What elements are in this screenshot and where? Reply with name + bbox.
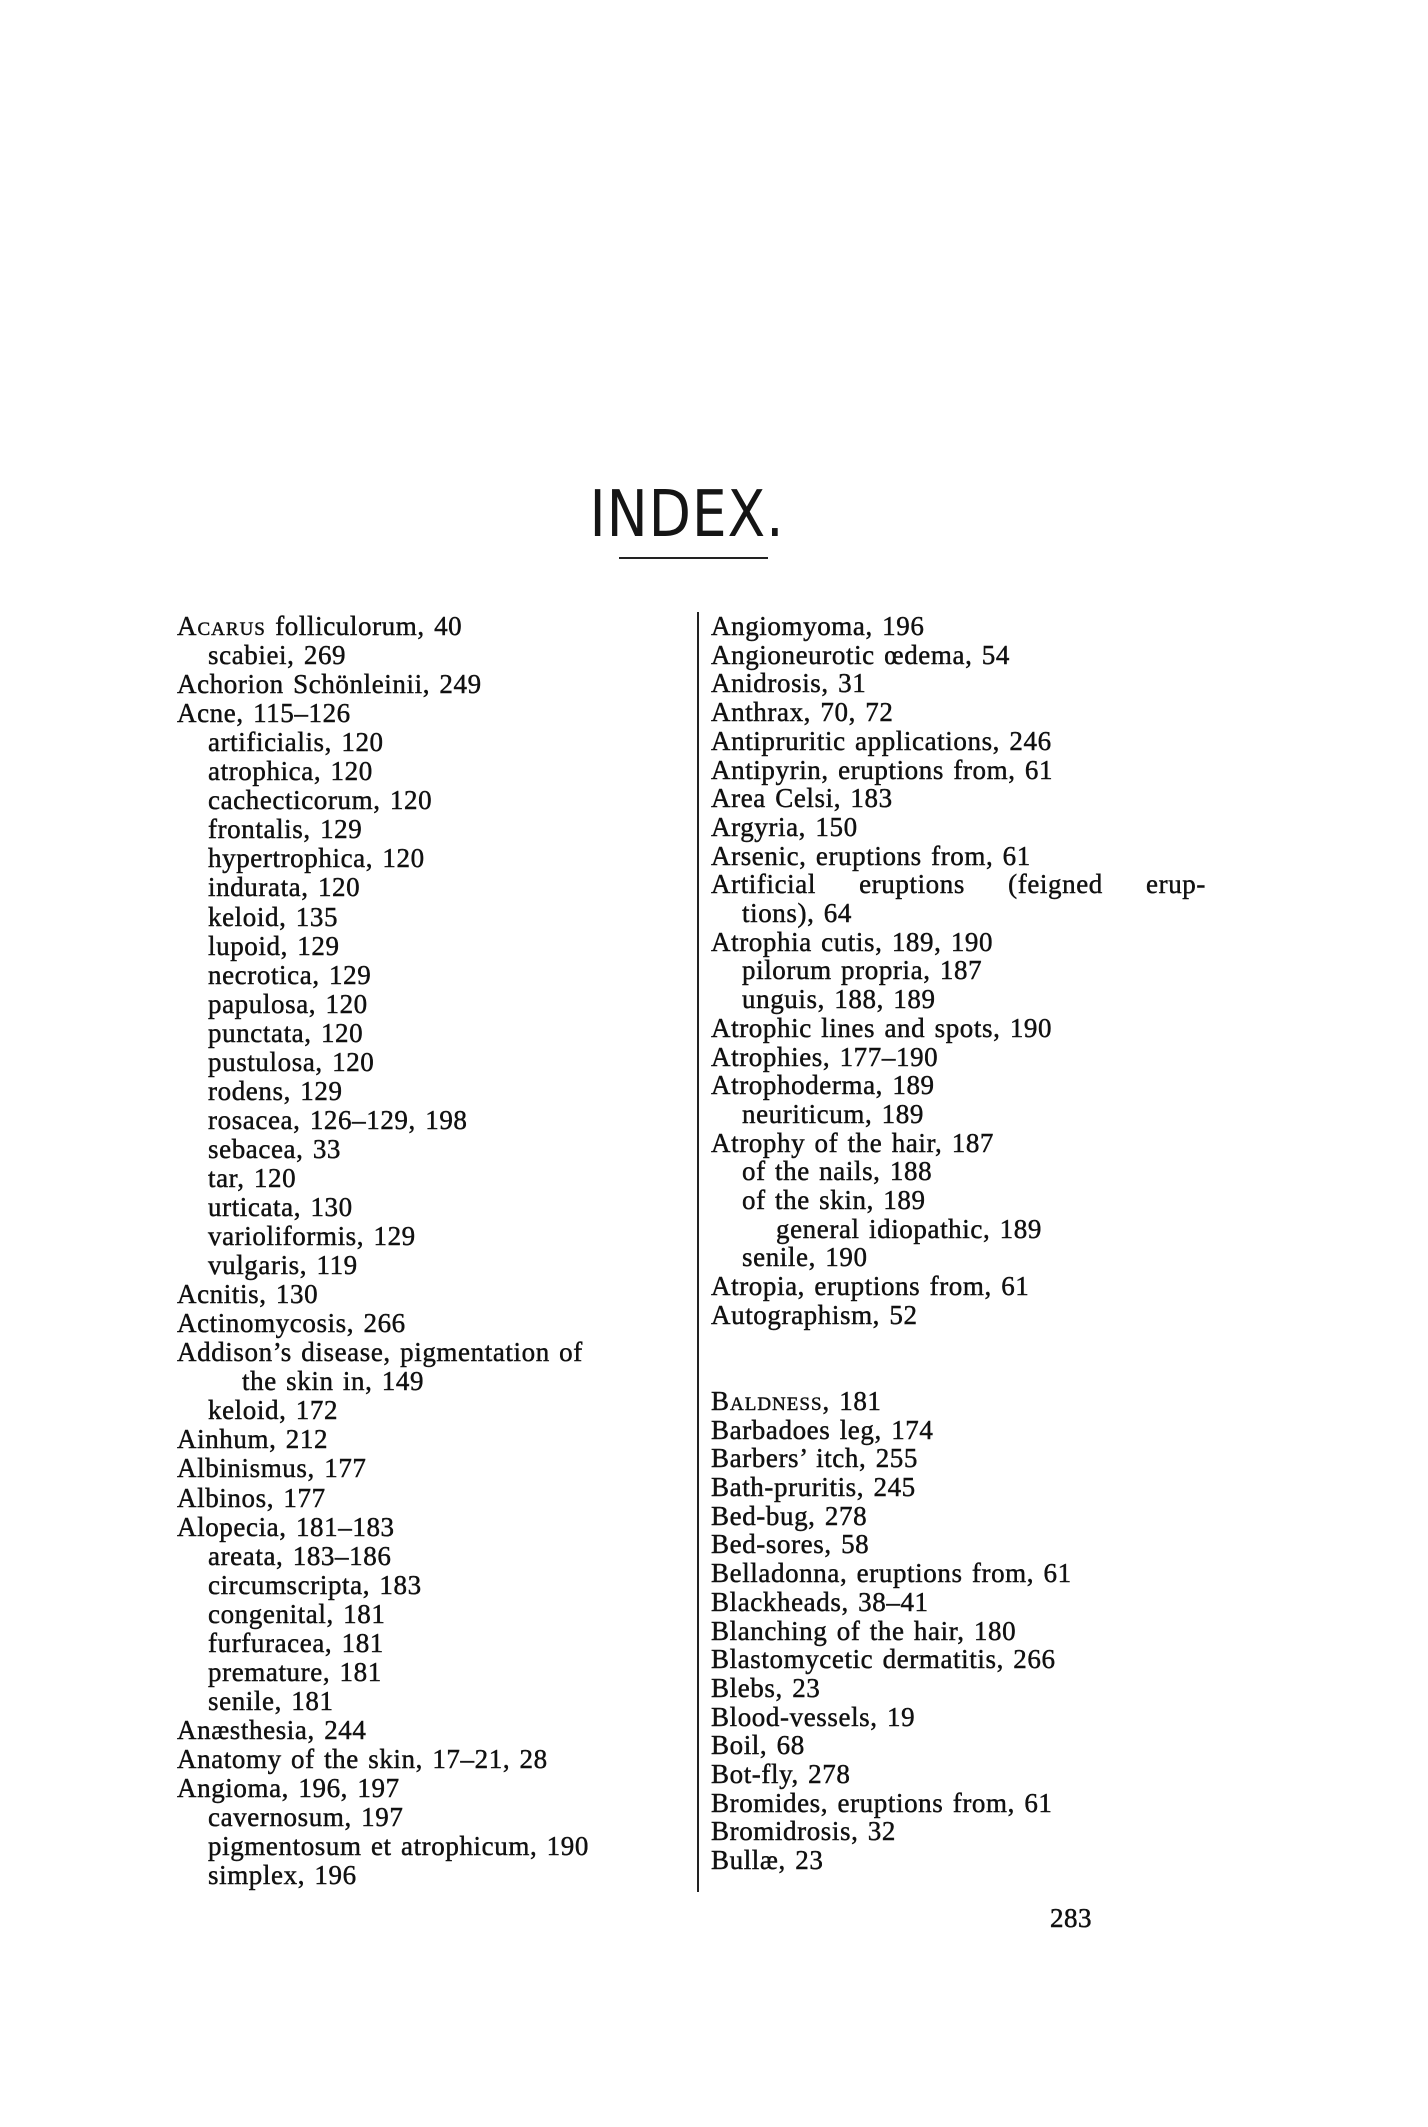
index-subentry: of the skin, 189: [742, 1185, 926, 1215]
index-entry: Bullæ, 23: [711, 1845, 824, 1876]
index-entry: Artificial eruptions (feigned erup-: [711, 869, 1206, 900]
index-entry: Autographism, 52: [711, 1299, 918, 1330]
index-entry: Bath-pruritis, 245: [711, 1472, 916, 1502]
page-number: 283: [1050, 1903, 1092, 1934]
index-entry: Angioma, 196, 197: [177, 1773, 400, 1803]
index-entry: Acarus folliculorum, 40: [177, 611, 463, 641]
index-entry: Atrophic lines and spots, 190: [711, 1012, 1053, 1043]
index-subentry: congenital, 181: [208, 1598, 386, 1629]
index-entry: Actinomycosis, 266: [177, 1308, 406, 1339]
index-entry: Area Celsi, 183: [711, 783, 893, 814]
index-entry: Blanching of the hair, 180: [711, 1615, 1017, 1646]
index-subentry: cachecticorum, 120: [208, 785, 433, 816]
index-subentry: furfuracea, 181: [208, 1627, 384, 1658]
index-entry: Arsenic, eruptions from, 61: [711, 840, 1031, 871]
index-entry: Ainhum, 212: [177, 1424, 329, 1455]
index-subentry: senile, 181: [208, 1685, 334, 1716]
index-entry: Atrophoderma, 189: [711, 1070, 935, 1101]
index-subentry: pigmentosum et atrophicum, 190: [208, 1831, 589, 1862]
index-subentry: necrotica, 129: [208, 959, 372, 990]
index-entry: Bromidrosis, 32: [711, 1816, 897, 1847]
index-entry: Bed-sores, 58: [711, 1529, 870, 1560]
index-subentry: frontalis, 129: [208, 814, 363, 845]
index-subentry: papulosa, 120: [208, 988, 368, 1019]
index-entry: Antipruritic applications, 246: [711, 725, 1052, 756]
index-entry: Barbadoes leg, 174: [711, 1414, 934, 1445]
index-subentry: unguis, 188, 189: [742, 984, 936, 1015]
index-subentry: neuriticum, 189: [742, 1098, 924, 1129]
index-entry: Blebs, 23: [711, 1672, 821, 1703]
index-subentry: areata, 183–186: [208, 1540, 392, 1571]
index-subentry: rodens, 129: [208, 1075, 343, 1106]
index-entry: Bed-bug, 278: [711, 1500, 868, 1531]
index-entry: Atropia, eruptions from, 61: [711, 1271, 1030, 1302]
index-subentry: urticata, 130: [208, 1192, 353, 1222]
index-entry: Argyria, 150: [711, 811, 858, 842]
index-subentry: lupoid, 129: [208, 930, 340, 961]
title-rule: [619, 557, 768, 559]
index-entry: Blackheads, 38–41: [711, 1586, 929, 1617]
index-entry: Boil, 68: [711, 1730, 805, 1761]
index-subentry: pustulosa, 120: [208, 1046, 375, 1077]
index-subentry: simplex, 196: [208, 1860, 357, 1891]
index-entry: Anthrax, 70, 72: [711, 697, 894, 728]
index-subentry: indurata, 120: [208, 872, 361, 903]
index-entry: Baldness, 181: [711, 1385, 882, 1416]
index-entry: Bot-fly, 278: [711, 1759, 851, 1789]
index-subentry: punctata, 120: [208, 1017, 364, 1048]
index-subentry: tions), 64: [742, 898, 853, 928]
index-subentry: artificialis, 120: [208, 727, 384, 758]
index-subentry: sebacea, 33: [208, 1133, 342, 1164]
index-entry: Barbers’ itch, 255: [711, 1443, 918, 1474]
index-entry: Blood-vessels, 19: [711, 1701, 916, 1732]
index-entry: Bromides, eruptions from, 61: [711, 1787, 1053, 1818]
index-subentry: general idiopathic, 189: [776, 1213, 1042, 1244]
index-entry: Angioneurotic œdema, 54: [711, 639, 1010, 670]
index-subentry: the skin in, 149: [242, 1366, 425, 1397]
index-entry: Atrophies, 177–190: [711, 1041, 939, 1072]
index-subentry: vulgaris, 119: [208, 1250, 358, 1281]
index-subentry: cavernosum, 197: [208, 1802, 404, 1833]
index-subentry: atrophica, 120: [208, 756, 373, 787]
index-entry: Belladonna, eruptions from, 61: [711, 1558, 1072, 1589]
entry-lead-word: Baldness: [711, 1385, 823, 1416]
index-entry: Acne, 115–126: [177, 698, 351, 729]
index-subentry: circumscripta, 183: [208, 1569, 422, 1600]
index-subentry: senile, 190: [742, 1242, 868, 1273]
index-entry: Acnitis, 130: [177, 1279, 319, 1310]
index-entry: Anatomy of the skin, 17–21, 28: [177, 1743, 548, 1774]
entry-text: folliculorum, 40: [265, 611, 463, 641]
index-subentry: tar, 120: [208, 1162, 297, 1193]
index-entry: Anidrosis, 31: [711, 668, 867, 699]
entry-lead-word: Acarus: [177, 611, 266, 641]
index-entry: Albinismus, 177: [177, 1453, 367, 1484]
index-entry: Angiomyoma, 196: [711, 611, 925, 641]
index-subentry: keloid, 172: [208, 1395, 339, 1426]
index-subentry: varioliformis, 129: [208, 1221, 416, 1252]
index-entry: Alopecia, 181–183: [177, 1511, 395, 1542]
index-subentry: of the nails, 188: [742, 1156, 933, 1187]
index-subentry: pilorum propria, 187: [742, 955, 983, 986]
entry-text: , 181: [822, 1385, 882, 1416]
index-entry: Antipyrin, eruptions from, 61: [711, 754, 1054, 785]
index-subentry: keloid, 135: [208, 901, 339, 932]
index-subentry: premature, 181: [208, 1656, 382, 1687]
index-entry: Blastomycetic dermatitis, 266: [711, 1644, 1056, 1675]
index-subentry: hypertrophica, 120: [208, 843, 425, 874]
index-entry: Achorion Schönleinii, 249: [177, 669, 482, 700]
page-title: INDEX.: [589, 478, 785, 552]
index-entry: Addison’s disease, pigmentation of: [177, 1337, 583, 1368]
index-entry: Atrophy of the hair, 187: [711, 1127, 995, 1158]
index-subentry: rosacea, 126–129, 198: [208, 1104, 468, 1135]
index-entry: Atrophia cutis, 189, 190: [711, 926, 994, 957]
column-divider: [697, 612, 699, 1892]
index-subentry: scabiei, 269: [208, 640, 347, 671]
index-entry: Anæsthesia, 244: [177, 1714, 367, 1745]
index-entry: Albinos, 177: [177, 1482, 326, 1513]
